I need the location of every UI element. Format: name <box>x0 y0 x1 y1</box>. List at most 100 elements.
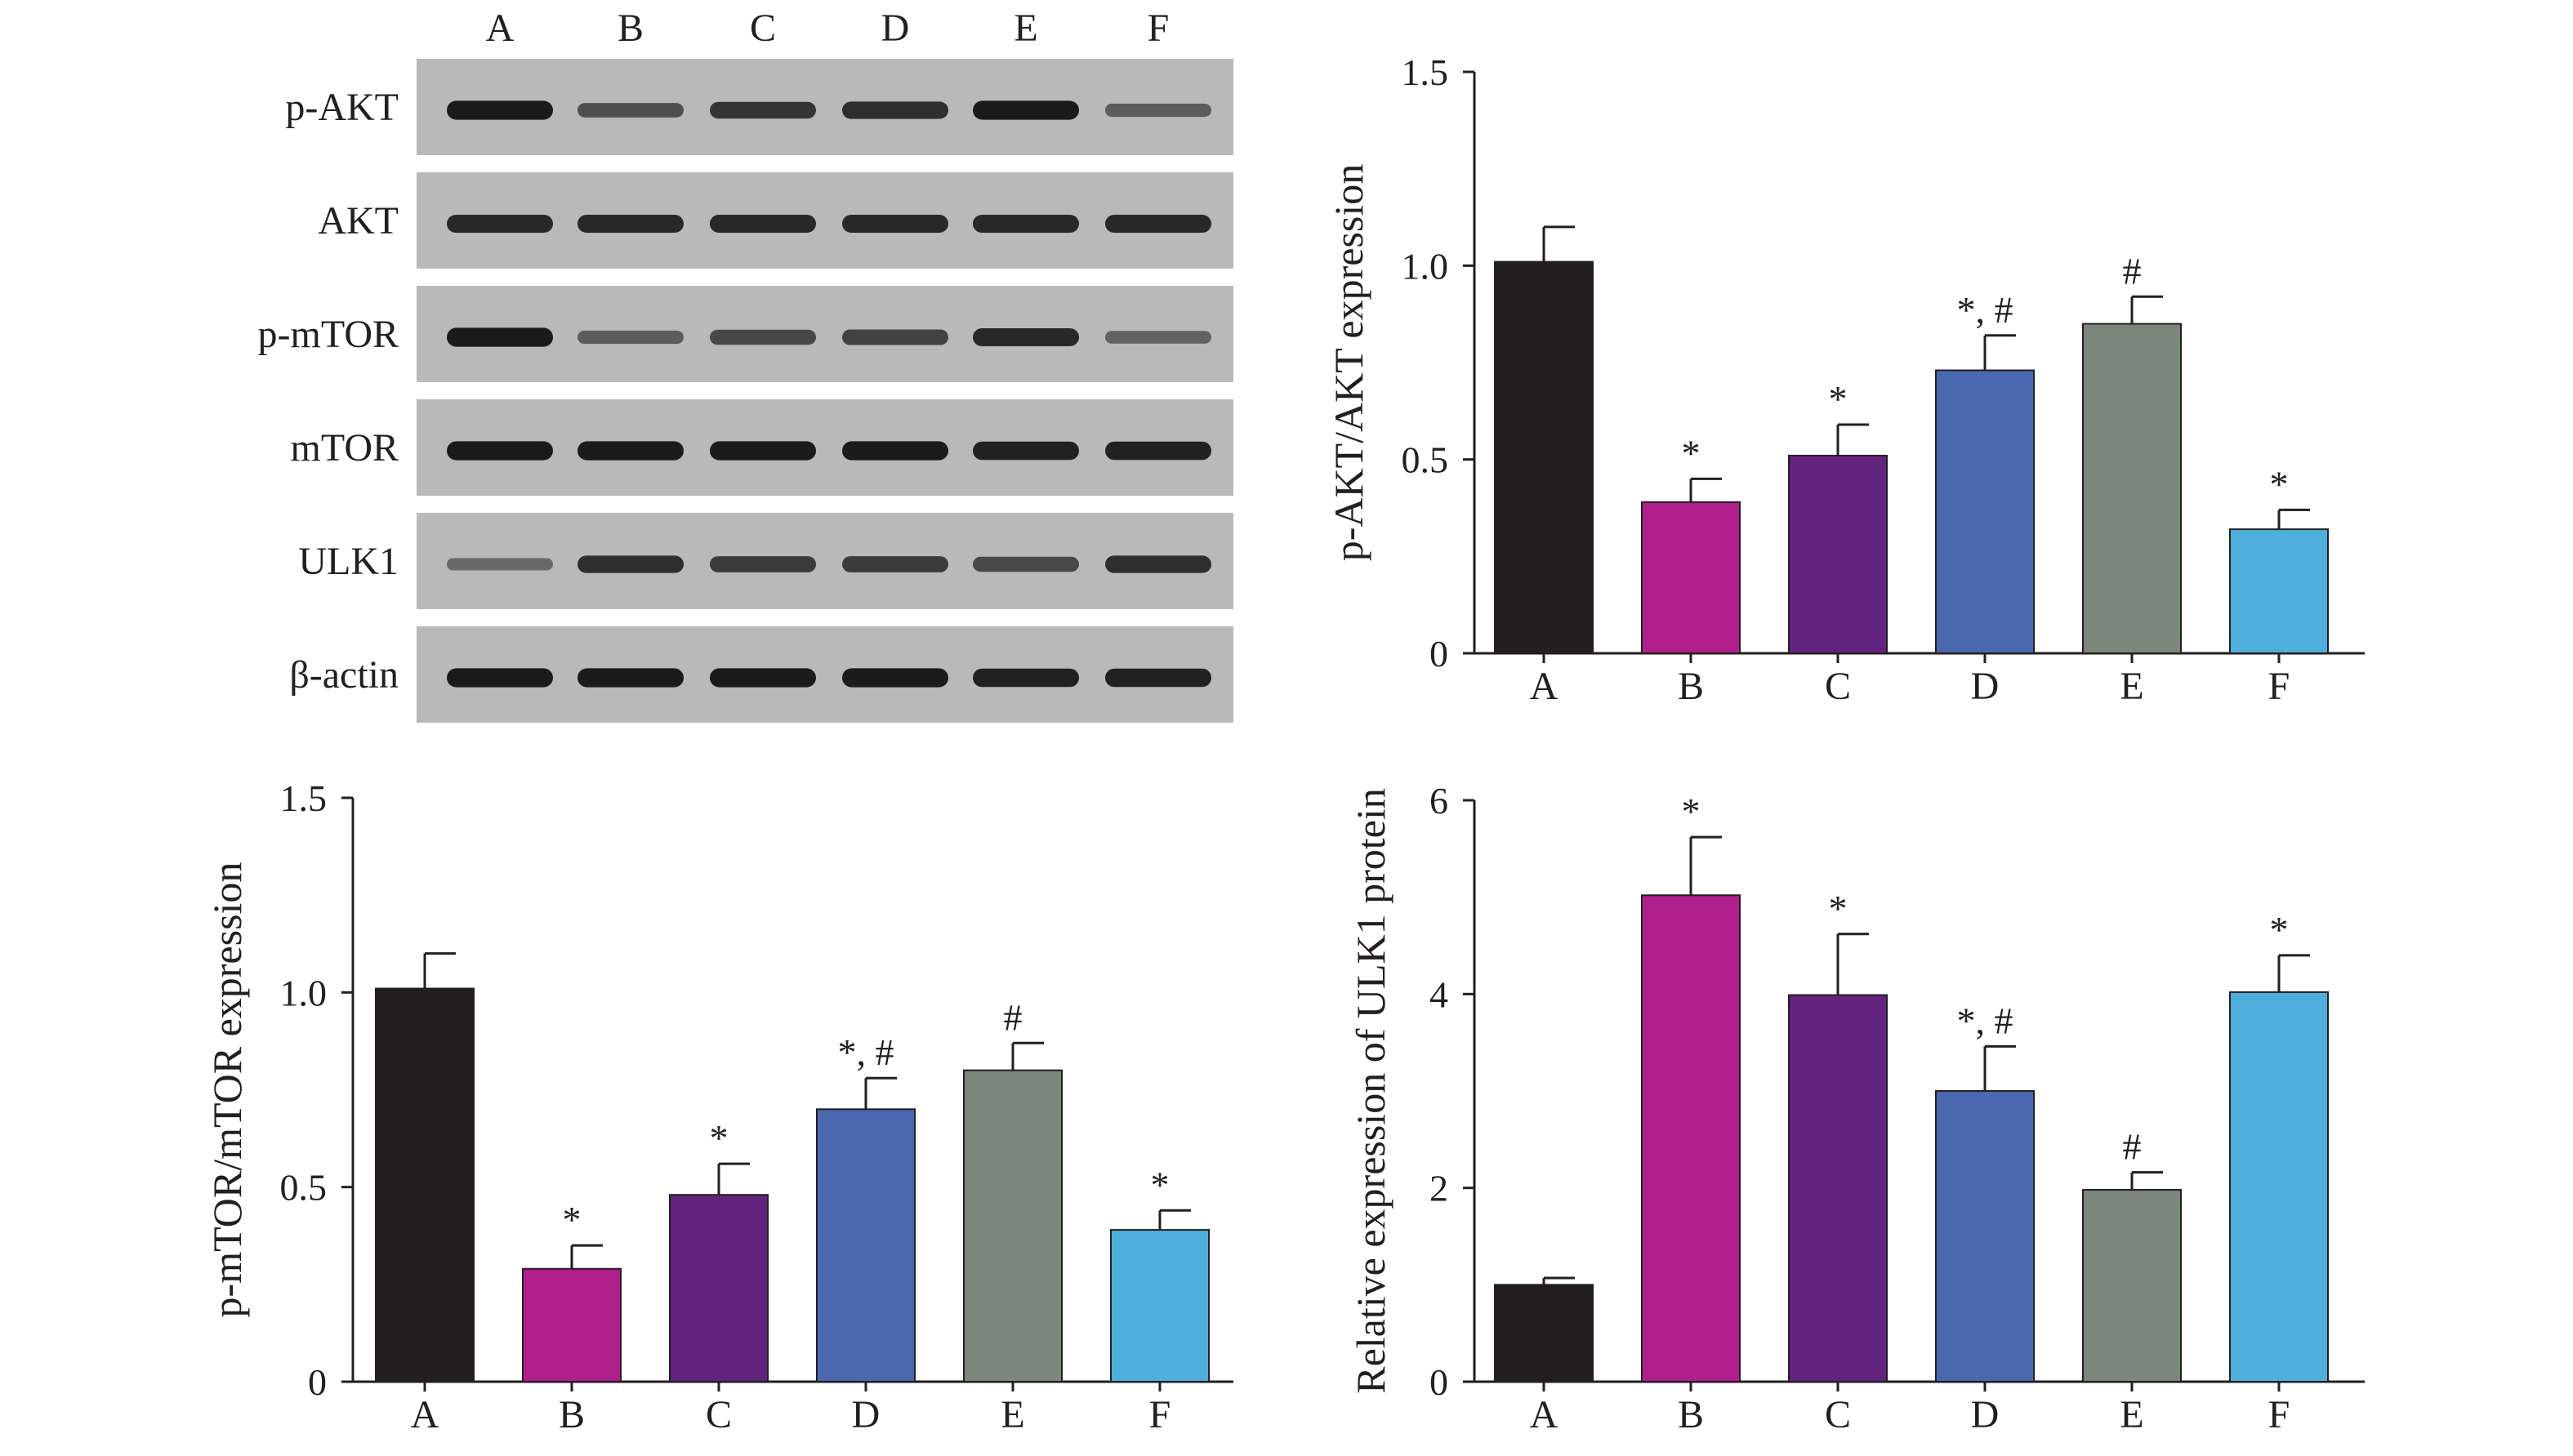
blot-lane-label: E <box>1014 7 1037 50</box>
blot-row-label: AKT <box>318 199 399 243</box>
bar <box>669 1194 769 1383</box>
blot-band <box>842 101 948 119</box>
x-tick-label: C <box>1825 1393 1851 1436</box>
blot-band <box>577 330 684 345</box>
significance-label: *, # <box>1957 1000 2013 1041</box>
x-tick-label: B <box>1678 665 1704 708</box>
x-tick-label: C <box>1825 665 1851 708</box>
significance-label: * <box>1682 432 1701 474</box>
blot-band <box>842 668 948 688</box>
blot-strip <box>417 286 1233 382</box>
y-tick-label: 1.0 <box>1402 245 1449 287</box>
x-tick-label: A <box>1530 1393 1559 1436</box>
significance-label: # <box>2123 1126 2142 1168</box>
blot-band <box>710 556 816 572</box>
y-axis-label: p-AKT/AKT expression <box>1326 164 1371 562</box>
y-axis-label: p-mTOR/mTOR expression <box>204 862 250 1318</box>
bar <box>1935 369 2035 654</box>
bar <box>375 987 475 1383</box>
blot-strip <box>417 399 1233 496</box>
x-tick-label: A <box>1530 665 1559 708</box>
blot-row-label: p-mTOR <box>258 313 399 356</box>
blot-band <box>447 668 553 688</box>
bar <box>1494 1284 1594 1383</box>
bar <box>1788 454 1888 654</box>
y-tick-label: 0 <box>1429 633 1448 675</box>
bar <box>816 1108 916 1383</box>
blot-band <box>842 441 948 461</box>
blot-band <box>1105 441 1211 461</box>
y-tick-label: 6 <box>1429 780 1448 822</box>
x-tick-label: F <box>1149 1393 1171 1436</box>
blot-band <box>577 668 684 688</box>
blot-strip <box>417 513 1233 609</box>
bar <box>2229 528 2329 655</box>
blot-band <box>447 558 553 571</box>
significance-label: * <box>2270 463 2289 505</box>
blot-row-label: p-AKT <box>285 86 399 129</box>
blot-band <box>1105 215 1211 233</box>
blot-band <box>842 215 948 233</box>
significance-label: * <box>1829 888 1848 929</box>
x-tick-label: B <box>559 1393 585 1436</box>
chart-ulk1-relative-expression: 0 2 4 6 Relative expression of ULK1 protein A… <box>1348 780 2365 1436</box>
significance-label: *, # <box>838 1031 894 1073</box>
blot-band <box>710 101 816 119</box>
bar <box>963 1069 1063 1383</box>
y-axis-label: Relative expression of ULK1 protein <box>1348 788 1394 1393</box>
blot-band <box>710 441 816 461</box>
x-tick-label: A <box>411 1393 439 1436</box>
bar <box>2082 1189 2182 1383</box>
blot-lane-label: D <box>881 7 910 50</box>
blot-band <box>973 328 1079 346</box>
blot-band <box>710 329 816 345</box>
blot-band <box>973 668 1079 688</box>
blot-band <box>577 441 684 461</box>
significance-label: * <box>710 1117 729 1159</box>
blot-lane-label: F <box>1148 7 1170 50</box>
blot-strip <box>417 59 1233 155</box>
blot-band <box>710 215 816 233</box>
y-tick-label: 2 <box>1429 1168 1448 1209</box>
x-tick-label: E <box>2120 1393 2143 1436</box>
blot-row-label: mTOR <box>291 426 399 470</box>
bar <box>1110 1229 1210 1383</box>
x-tick-label: E <box>2120 665 2143 708</box>
y-tick-label: 0.5 <box>280 1167 328 1209</box>
y-tick-label: 1.0 <box>280 972 328 1013</box>
blot-band <box>447 100 553 120</box>
significance-label: # <box>2123 250 2142 292</box>
y-tick-label: 0 <box>1429 1361 1448 1403</box>
blot-strip <box>417 626 1233 723</box>
blot-band <box>973 100 1079 120</box>
blot-row-label: ULK1 <box>298 540 399 583</box>
western-blot-panel: A B C D E Fp-AKT AKT p-mTOR mTOR ULK1 β-actin <box>258 7 1233 723</box>
blot-band <box>1105 555 1211 573</box>
blot-band <box>710 668 816 688</box>
blot-strip <box>417 172 1233 269</box>
significance-label: * <box>1151 1164 1170 1205</box>
bar <box>1641 894 1741 1383</box>
y-tick-label: 4 <box>1429 973 1448 1015</box>
blot-lane-label: C <box>750 7 776 50</box>
blot-lane-label: A <box>486 7 515 50</box>
blot-lane-label: B <box>618 7 644 50</box>
blot-band <box>447 441 553 461</box>
significance-label: *, # <box>1957 289 2013 331</box>
blot-row-label: β-actin <box>289 653 399 697</box>
blot-band <box>447 215 553 233</box>
bar <box>2082 323 2182 654</box>
x-tick-label: B <box>1678 1393 1704 1436</box>
blot-band <box>973 556 1079 572</box>
bar <box>1494 260 1594 654</box>
x-tick-label: F <box>2268 665 2290 708</box>
blot-band <box>1105 331 1211 344</box>
significance-label: * <box>1682 790 1701 832</box>
x-tick-label: C <box>706 1393 732 1436</box>
chart-p-akt-akt-expression: 0 0.5 1.0 1.5 p-AKT/AKT expression A B * C * D *, #… <box>1326 51 2365 708</box>
y-tick-label: 0.5 <box>1402 439 1449 481</box>
x-tick-label: D <box>852 1393 881 1436</box>
bar <box>2229 991 2329 1383</box>
blot-band <box>577 215 684 233</box>
